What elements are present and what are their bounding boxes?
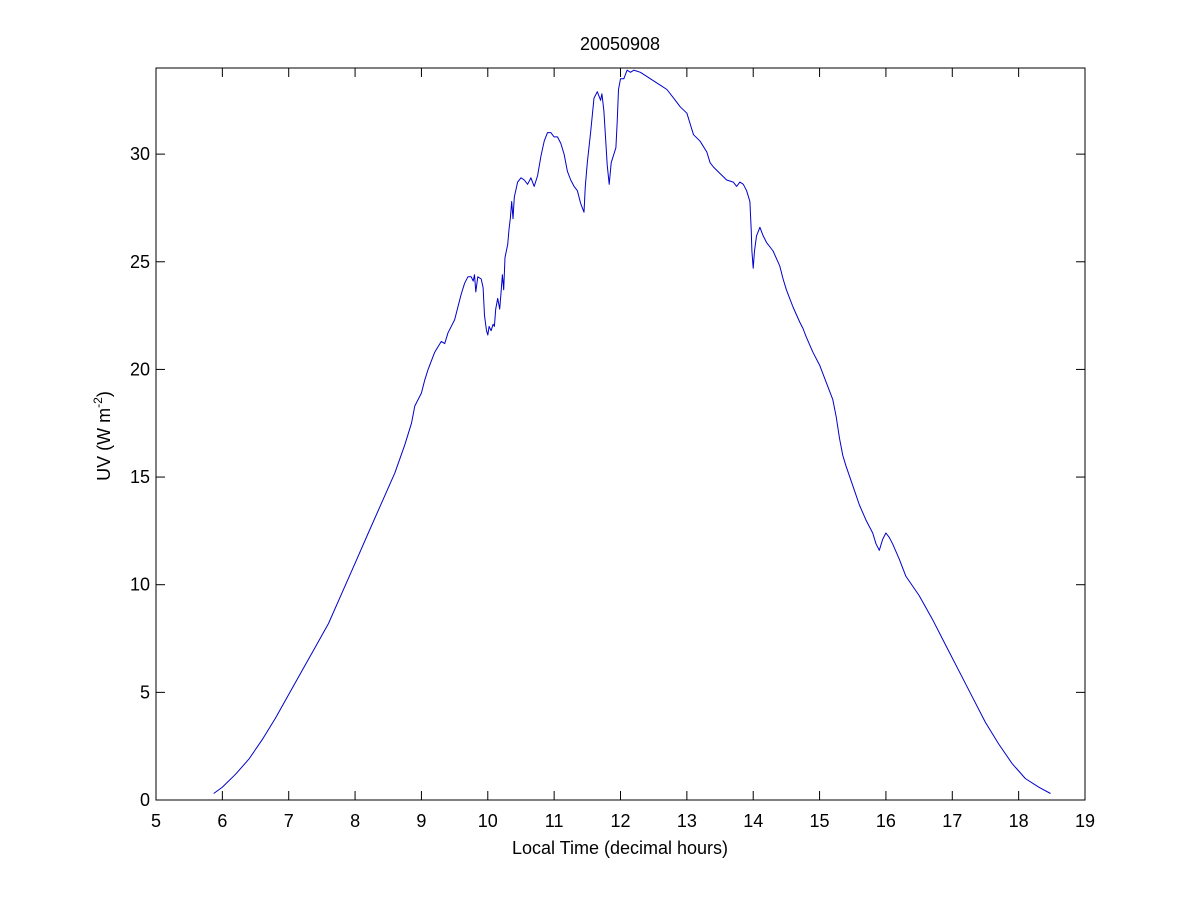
x-axis-label: Local Time (decimal hours) xyxy=(512,838,728,858)
y-axis-label-superscript: -2 xyxy=(91,397,105,408)
y-tick-label: 30 xyxy=(130,144,150,164)
chart-title: 20050908 xyxy=(580,34,660,54)
x-tick-label: 14 xyxy=(743,811,763,831)
y-axis-label: UV (W m-2) xyxy=(91,391,114,481)
y-tick-label: 10 xyxy=(130,575,150,595)
y-tick-label: 25 xyxy=(130,252,150,272)
y-tick-label: 20 xyxy=(130,359,150,379)
y-tick-label: 5 xyxy=(140,682,150,702)
x-tick-label: 16 xyxy=(876,811,896,831)
x-tick-label: 5 xyxy=(151,811,161,831)
x-tick-label: 18 xyxy=(1009,811,1029,831)
y-axis-label-end: ) xyxy=(94,391,114,397)
x-tick-label: 10 xyxy=(478,811,498,831)
x-tick-label: 15 xyxy=(810,811,830,831)
x-tick-label: 6 xyxy=(217,811,227,831)
y-tick-label: 0 xyxy=(140,790,150,810)
x-tick-label: 12 xyxy=(610,811,630,831)
uv-series-line xyxy=(213,69,1051,794)
x-tick-label: 19 xyxy=(1075,811,1095,831)
plot-area-frame xyxy=(155,67,1086,801)
x-tick-label: 7 xyxy=(284,811,294,831)
x-tick-label: 9 xyxy=(416,811,426,831)
x-tick-label: 17 xyxy=(942,811,962,831)
y-axis-label-base: UV (W m xyxy=(94,408,114,481)
y-tick-label: 15 xyxy=(130,467,150,487)
x-tick-label: 13 xyxy=(677,811,697,831)
x-tick-label: 8 xyxy=(350,811,360,831)
x-tick-label: 11 xyxy=(545,811,564,831)
